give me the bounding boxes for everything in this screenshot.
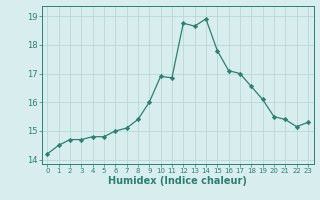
X-axis label: Humidex (Indice chaleur): Humidex (Indice chaleur) xyxy=(108,176,247,186)
